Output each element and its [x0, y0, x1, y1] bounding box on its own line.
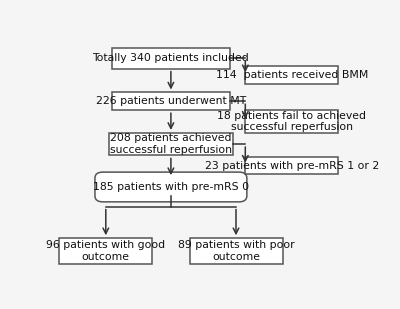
Text: 208 patients achieved
successful reperfusion: 208 patients achieved successful reperfu…	[110, 133, 232, 155]
FancyBboxPatch shape	[95, 172, 247, 202]
FancyBboxPatch shape	[245, 110, 338, 133]
Text: 96 patients with good
outcome: 96 patients with good outcome	[46, 240, 165, 262]
FancyBboxPatch shape	[245, 157, 338, 175]
Text: 18 patients fail to achieved
successful reperfusion: 18 patients fail to achieved successful …	[217, 111, 366, 132]
FancyBboxPatch shape	[109, 133, 233, 155]
Text: 114  patients received BMM: 114 patients received BMM	[216, 70, 368, 80]
FancyBboxPatch shape	[190, 238, 282, 264]
Text: Totally 340 patients included: Totally 340 patients included	[92, 53, 249, 63]
Text: 89 patients with poor
outcome: 89 patients with poor outcome	[178, 240, 294, 262]
FancyBboxPatch shape	[59, 238, 152, 264]
FancyBboxPatch shape	[112, 49, 230, 69]
FancyBboxPatch shape	[245, 66, 338, 84]
Text: 226 patients underwent MT: 226 patients underwent MT	[96, 96, 246, 106]
Text: 185 patients with pre-mRS 0: 185 patients with pre-mRS 0	[93, 182, 249, 192]
Text: 23 patients with pre-mRS 1 or 2: 23 patients with pre-mRS 1 or 2	[205, 161, 379, 171]
FancyBboxPatch shape	[112, 92, 230, 110]
